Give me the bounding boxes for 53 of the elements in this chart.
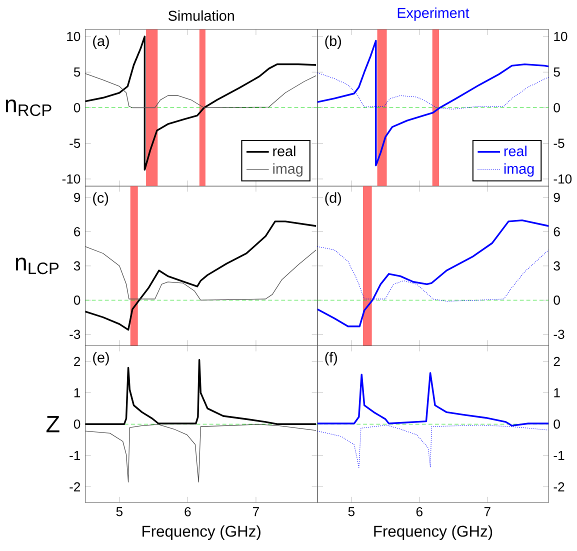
- annotation: (d): [325, 192, 342, 206]
- y-tick-label: 10: [554, 32, 568, 41]
- x-tick-label: 7: [253, 506, 259, 516]
- y-tick-label: -2: [70, 482, 80, 492]
- y-axis-title: Z: [46, 416, 60, 432]
- x-tick-label: 5: [348, 506, 355, 516]
- annotation: (f): [325, 352, 338, 366]
- legend-label: imag: [504, 163, 534, 176]
- legend-label: real: [273, 145, 296, 156]
- y-tick-label: 10: [67, 32, 80, 41]
- y-tick-label: -1: [70, 450, 80, 460]
- y-tick-label: 0: [554, 102, 560, 112]
- y-tick-label: -1: [554, 450, 564, 460]
- y-tick-label: 0: [74, 419, 80, 429]
- y-axis-title: n$_{LCP}$: [16, 257, 59, 274]
- chart-title: Simulation: [168, 10, 234, 21]
- y-axis-title: n$_{RCP}$: [6, 99, 52, 116]
- annotation: (a): [93, 35, 109, 49]
- y-tick-label: 9: [554, 192, 560, 202]
- y-tick-label: 0: [554, 419, 560, 429]
- annotation: (c): [93, 192, 108, 206]
- y-tick-label: -3: [554, 330, 564, 339]
- x-tick-label: 6: [184, 506, 191, 516]
- y-tick-label: -5: [70, 138, 80, 148]
- y-tick-label: 9: [74, 192, 80, 202]
- y-tick-label: 3: [74, 261, 80, 270]
- x-tick-label: 7: [484, 506, 490, 516]
- y-tick-label: 0: [74, 295, 80, 305]
- annotation: (b): [325, 35, 342, 49]
- y-tick-label: -10: [62, 174, 80, 184]
- y-tick-label: 3: [554, 261, 560, 270]
- annotation: (e): [93, 352, 109, 366]
- y-tick-label: 1: [554, 388, 560, 398]
- y-tick-label: -5: [554, 138, 564, 148]
- y-tick-label: 5: [554, 67, 560, 76]
- y-tick-label: 0: [74, 102, 80, 112]
- legend-label: imag: [273, 163, 302, 176]
- y-tick-label: 6: [554, 226, 560, 236]
- y-tick-label: 2: [74, 356, 80, 366]
- x-axis-title: Frequency (GHz): [374, 525, 492, 540]
- x-tick-label: 5: [116, 506, 123, 516]
- y-tick-label: 6: [74, 226, 80, 236]
- x-tick-label: 6: [416, 506, 422, 516]
- legend-label: real: [504, 145, 526, 156]
- y-tick-label: 0: [554, 295, 560, 305]
- chart-title: Experiment: [398, 7, 470, 21]
- y-tick-label: -2: [554, 482, 564, 492]
- y-tick-label: -10: [554, 174, 572, 184]
- y-tick-label: -3: [70, 330, 80, 339]
- x-axis-title: Frequency (GHz): [142, 525, 260, 540]
- y-tick-label: 2: [554, 356, 560, 366]
- y-tick-label: 1: [74, 388, 80, 398]
- y-tick-label: 5: [74, 67, 80, 76]
